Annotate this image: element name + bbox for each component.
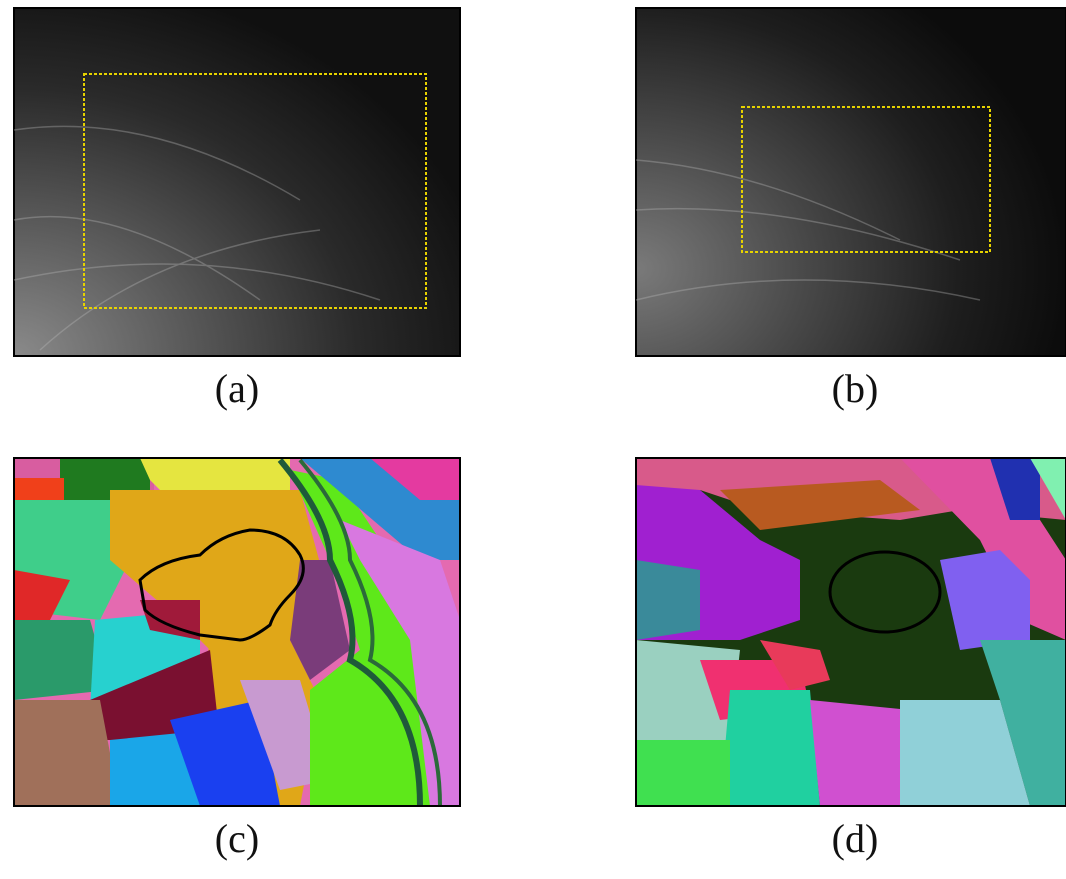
mammogram-image: [635, 7, 1066, 357]
segmentation-map: [636, 458, 1066, 806]
panel-d: (d): [635, 457, 1066, 861]
panel-label: (b): [832, 366, 879, 411]
lesion-contour: [138, 528, 305, 642]
panel-label: (c): [215, 816, 259, 861]
panel-label: (d): [832, 816, 879, 861]
panel-c: (c): [13, 457, 461, 861]
roi-box: [83, 73, 427, 309]
tissue-fibers: [635, 159, 981, 301]
tissue-fibers: [13, 125, 381, 351]
panel-b: (b): [635, 7, 1066, 411]
mammogram-image: [13, 7, 461, 357]
panel-a: (a): [13, 7, 461, 411]
lesion-contour: [828, 550, 942, 634]
panel-label: (a): [215, 366, 259, 411]
segmentation-map: [14, 458, 460, 806]
roi-box: [741, 106, 991, 253]
